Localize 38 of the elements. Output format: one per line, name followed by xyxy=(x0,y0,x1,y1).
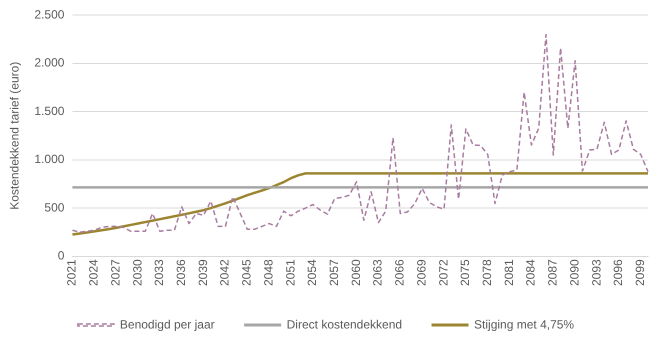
legend-label: Direct kostendekkend xyxy=(286,317,402,332)
y-tick-label: 0 xyxy=(58,248,65,263)
x-tick-label: 2048 xyxy=(261,258,276,286)
x-tick-label: 2033 xyxy=(152,258,166,286)
y-tick-label: 1.000 xyxy=(34,152,65,166)
x-tick-label: 2084 xyxy=(524,258,538,286)
x-tick-label: 2093 xyxy=(589,258,604,286)
x-tick-label: 2027 xyxy=(108,258,122,286)
legend-label: Stijging met 4,75% xyxy=(474,317,574,332)
x-tick-label: 2051 xyxy=(283,258,298,286)
x-tick-label: 2066 xyxy=(392,258,407,286)
x-tick-label: 2087 xyxy=(546,258,560,286)
x-tick-label: 2060 xyxy=(348,258,363,286)
legend-label: Benodigd per jaar xyxy=(120,317,215,332)
x-tick-label: 2030 xyxy=(130,258,144,286)
x-tick-label: 2099 xyxy=(633,258,648,286)
x-tick-label: 2090 xyxy=(567,258,582,286)
x-tick-label: 2075 xyxy=(458,258,472,286)
x-tick-label: 2057 xyxy=(327,258,342,286)
x-tick-label: 2069 xyxy=(414,258,428,286)
x-tick-label: 2045 xyxy=(240,258,254,286)
y-tick-label: 2.000 xyxy=(34,56,65,70)
y-tick-label: 2.500 xyxy=(34,8,65,22)
x-tick-label: 2063 xyxy=(370,258,385,286)
x-tick-label: 2024 xyxy=(86,258,101,286)
x-tick-label: 2081 xyxy=(502,258,516,286)
y-tick-label: 1.500 xyxy=(34,104,65,118)
x-tick-label: 2042 xyxy=(218,258,232,286)
x-tick-label: 2078 xyxy=(480,258,494,286)
x-tick-label: 2072 xyxy=(436,258,450,286)
x-tick-label: 2096 xyxy=(611,258,626,286)
x-tick-label: 2036 xyxy=(174,258,188,286)
x-tick-label: 2039 xyxy=(196,258,210,286)
y-tick-label: 500 xyxy=(44,200,65,214)
x-tick-label: 2021 xyxy=(64,258,79,286)
x-tick-label: 2054 xyxy=(305,258,320,286)
line-series xyxy=(72,34,649,233)
y-axis-title: Kostendekkend tarief (euro) xyxy=(8,62,22,210)
